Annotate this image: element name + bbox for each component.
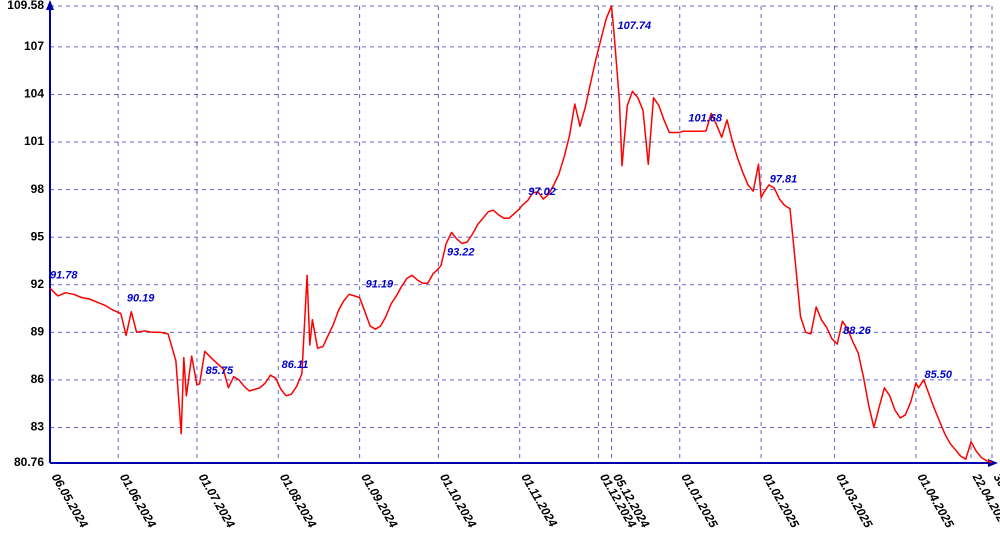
grid	[50, 6, 992, 463]
y-tick-label: 101	[24, 134, 44, 148]
price-annotation: 91.19	[366, 279, 394, 291]
y-tick-label: 107	[24, 39, 44, 53]
x-tick-label: 01.09.2024	[358, 471, 400, 530]
x-tick-label: 01.01.2025	[678, 471, 720, 530]
price-annotation: 85.75	[206, 365, 234, 377]
y-tick-label: 92	[31, 277, 45, 291]
price-line-chart: 91.78 90.19 85.75 86.11 91.19 93.22 97.02 107.7…	[0, 0, 1000, 550]
price-line	[50, 6, 992, 462]
price-annotation: 90.19	[127, 292, 155, 304]
price-annotation: 85.50	[925, 369, 953, 381]
price-annotation: 88.26	[843, 325, 871, 337]
x-tick-label: 01.04.2025	[915, 471, 957, 530]
axes	[46, 0, 998, 467]
y-tick-label: 104	[24, 87, 44, 101]
y-tick-label: 109.58	[7, 0, 44, 12]
price-annotation: 86.11	[282, 359, 309, 371]
price-annotation: 97.81	[770, 174, 798, 186]
price-annotation: 107.74	[618, 20, 652, 32]
price-annotation: 97.02	[528, 186, 556, 198]
y-tick-label: 89	[31, 325, 45, 339]
x-tick-label: 01.10.2024	[437, 471, 479, 530]
y-tick-label: 80.76	[14, 455, 44, 469]
x-tick-label: 06.05.2024	[49, 471, 91, 530]
price-annotations: 91.78 90.19 85.75 86.11 91.19 93.22 97.02 107.7…	[50, 20, 953, 381]
x-axis-labels: 06.05.2024 01.06.2024 01.07.2024 01.08.2024…	[49, 470, 1000, 530]
y-axis-labels: 80.76 83 86 89 92 95 98 101 104 107 109.58	[7, 0, 44, 469]
price-series	[50, 6, 992, 462]
price-annotation: 91.78	[50, 269, 78, 281]
x-tick-label: 01.11.2024	[518, 471, 560, 530]
y-tick-label: 86	[31, 372, 45, 386]
price-annotation: 101.68	[688, 112, 723, 124]
price-annotation: 93.22	[447, 246, 475, 258]
y-tick-label: 95	[31, 229, 45, 243]
x-tick-label: 01.06.2024	[117, 471, 159, 530]
x-tick-label: 01.08.2024	[277, 471, 319, 530]
y-tick-label: 83	[31, 420, 45, 434]
x-tick-label: 01.07.2024	[196, 471, 238, 530]
x-tick-label: 01.03.2025	[833, 471, 875, 530]
y-tick-label: 98	[31, 182, 45, 196]
x-tick-label: 01.02.2025	[760, 471, 802, 530]
